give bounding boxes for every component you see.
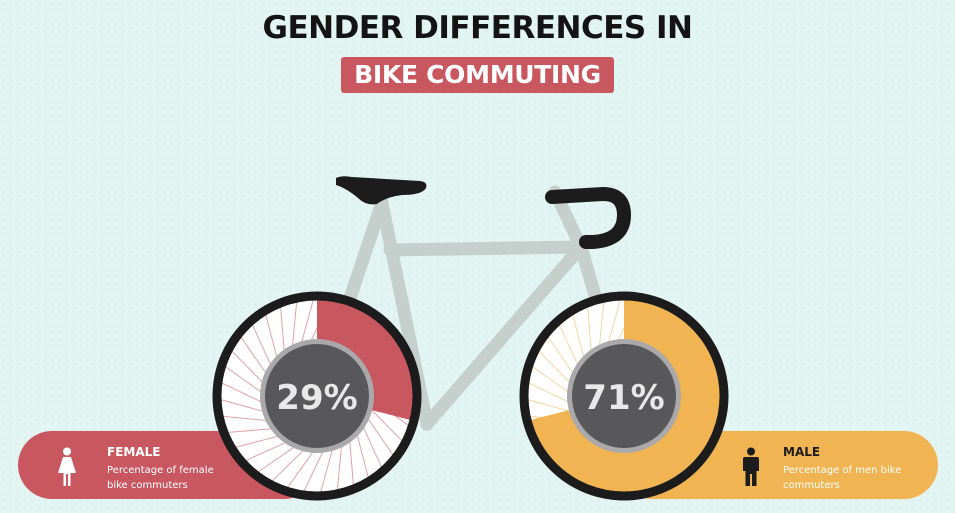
wheel-spoke <box>287 450 315 488</box>
wheel-spoke <box>221 382 263 403</box>
male-percent-label: 71% <box>583 378 664 418</box>
wheel-spoke <box>228 428 273 433</box>
wheel-spoke <box>527 399 572 413</box>
page-title: GENDER DIFFERENCES IN <box>262 10 693 46</box>
wheel-spoke <box>320 448 334 493</box>
wheel-spoke <box>538 350 571 384</box>
bike-handlebar <box>545 186 632 249</box>
wheel-spoke <box>559 324 579 366</box>
wheel-tire <box>519 291 729 501</box>
wheel-hub <box>265 344 369 448</box>
male-wheel <box>519 291 729 501</box>
male-label: MALE <box>783 445 821 459</box>
male-person-icon <box>743 447 759 486</box>
wheel-spoke <box>362 426 382 468</box>
page-subtitle: BIKE COMMUTING <box>341 57 614 93</box>
wheel-spoke <box>257 446 296 473</box>
wheel-spoke <box>223 415 268 422</box>
wheel-hub <box>572 344 676 448</box>
wheel-tire <box>212 291 422 501</box>
female-description: Percentage of female bike commuters <box>107 465 214 491</box>
wheel-spoke <box>547 336 574 375</box>
bike-saddle <box>336 176 427 205</box>
wheel-spoke <box>336 445 343 490</box>
wheel-spoke <box>532 366 570 394</box>
wheel-spoke <box>235 435 280 448</box>
wheel-spoke <box>572 314 585 359</box>
wheel-spoke <box>291 302 298 347</box>
wheel-spoke <box>598 302 605 347</box>
female-wheel <box>212 291 422 501</box>
wheel-spoke <box>587 307 592 352</box>
wheel-spoke <box>528 382 570 403</box>
wheel-spoke <box>220 399 265 413</box>
female-label: FEMALE <box>107 445 161 459</box>
subtitle-banner: BIKE COMMUTING <box>0 57 955 93</box>
wheel-spoke <box>271 449 305 482</box>
wheel-spoke <box>356 433 369 478</box>
wheel-spoke <box>231 350 264 384</box>
wheel-spoke <box>280 307 285 352</box>
female-person-icon <box>58 447 76 486</box>
wheel-spoke <box>225 366 263 394</box>
wheel-spoke <box>607 299 621 344</box>
female-percent-label: 29% <box>276 378 357 418</box>
wheel-spoke <box>370 408 403 442</box>
wheel-spoke <box>300 299 314 344</box>
wheel-spoke <box>240 336 267 375</box>
wheel-spoke <box>252 324 272 366</box>
wheel-spoke <box>265 314 278 359</box>
male-description: Percentage of men bike commuters <box>783 465 902 491</box>
wheel-spoke <box>367 417 394 456</box>
wheel-spoke <box>245 441 287 461</box>
wheel-spoke <box>303 450 324 492</box>
wheel-spoke <box>349 440 354 485</box>
